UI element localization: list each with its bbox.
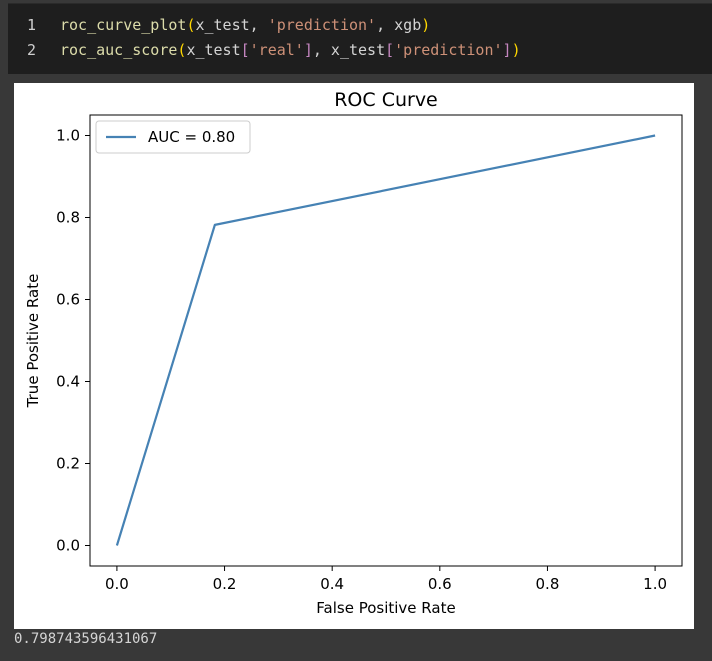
- roc-curve-chart: ROC Curve 0.0 0.2 0.4 0.6 0.8 1.0 0.0 0.2 0.4 0.6 0…: [24, 89, 683, 617]
- y-tick-label: 0.8: [56, 209, 80, 227]
- code-token: 'prediction': [394, 41, 503, 59]
- code-token: [: [240, 41, 250, 59]
- roc-curve-figure: ROC Curve 0.0 0.2 0.4 0.6 0.8 1.0 0.0 0.2 0.4 0.6 0…: [14, 83, 694, 629]
- line-number: 1: [26, 16, 36, 34]
- y-tick-label: 0.4: [56, 373, 80, 391]
- code-token: ]: [303, 41, 313, 59]
- legend-label: AUC = 0.80: [148, 128, 235, 146]
- x-tick-label: 0.4: [320, 575, 344, 593]
- code-token: , xgb: [376, 16, 422, 34]
- code-token: roc_curve_plot: [60, 16, 187, 34]
- code-token: (: [177, 41, 187, 59]
- code-token: ]: [502, 41, 512, 59]
- plot-frame: [89, 114, 683, 567]
- code-token: ): [421, 16, 431, 34]
- code-token: x_test,: [195, 16, 268, 34]
- code-token: roc_auc_score: [60, 41, 178, 59]
- code-line[interactable]: 1 roc_curve_plot(x_test, 'prediction', xg…: [8, 13, 430, 37]
- code-token: (: [186, 16, 196, 34]
- y-axis-label: True Positive Rate: [24, 274, 42, 409]
- roc-series-line: [115, 134, 656, 546]
- x-tick-label: 0.2: [213, 575, 237, 593]
- chart-title: ROC Curve: [334, 89, 438, 111]
- code-token: [: [385, 41, 395, 59]
- code-token: ): [511, 41, 521, 59]
- x-tick-label: 1.0: [643, 575, 667, 593]
- cell-output-text: 0.798743596431067: [14, 631, 158, 647]
- x-tick-label: 0.0: [105, 575, 129, 593]
- x-axis-label: False Positive Rate: [316, 599, 455, 617]
- line-number: 2: [26, 41, 36, 59]
- code-cell-input[interactable]: 1 roc_curve_plot(x_test, 'prediction', xg…: [8, 3, 712, 74]
- code-token: , x_test: [312, 41, 386, 59]
- code-line[interactable]: 2 roc_auc_score(x_test['real'], x_test['p…: [8, 38, 521, 62]
- code-token: 'prediction': [267, 16, 377, 34]
- x-tick-label: 0.6: [428, 575, 452, 593]
- x-tick-label: 0.8: [536, 575, 560, 593]
- y-tick-label: 1.0: [56, 127, 80, 145]
- code-token: x_test: [186, 41, 241, 59]
- y-tick-label: 0.0: [56, 537, 80, 555]
- y-tick-label: 0.2: [56, 455, 80, 473]
- y-tick-label: 0.6: [56, 291, 80, 309]
- code-token: 'real': [249, 41, 304, 59]
- legend-box: [95, 120, 251, 154]
